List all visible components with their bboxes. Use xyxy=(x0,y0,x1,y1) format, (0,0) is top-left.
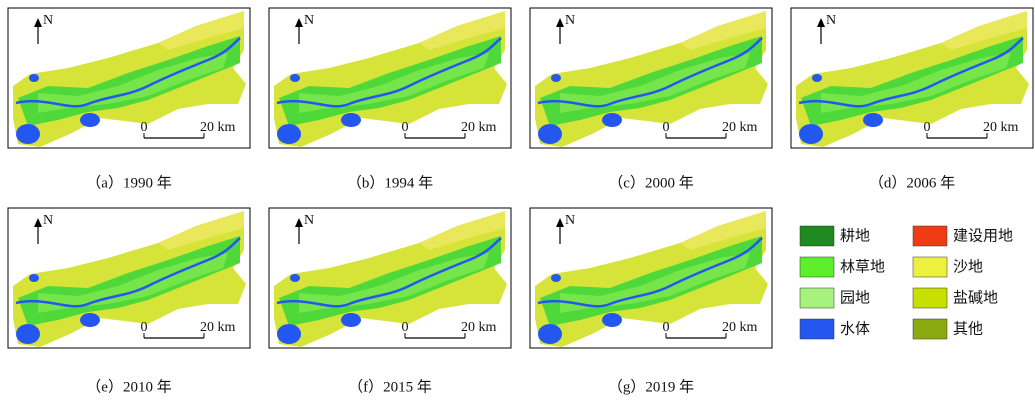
panel-caption: （e）2010 年 xyxy=(86,378,171,395)
map-panel: N 0 20 km xyxy=(269,8,511,148)
scale-end: 20 km xyxy=(200,320,236,335)
panel-caption: （c）2000 年 xyxy=(608,174,693,191)
map-panel: N 0 20 km xyxy=(8,8,250,148)
panel-caption: （f）2015 年 xyxy=(348,378,432,395)
map-panel: N 0 20 km xyxy=(8,208,250,348)
panel-caption: （a）1990 年 xyxy=(86,174,171,191)
map-panel: N 0 20 km xyxy=(791,8,1033,148)
panel-caption: （d）2006 年 xyxy=(869,174,955,191)
legend-swatch xyxy=(800,288,834,308)
scale-end: 20 km xyxy=(722,320,758,335)
legend-swatch xyxy=(913,288,947,308)
legend-label: 建设用地 xyxy=(953,227,1013,244)
legend-label: 园地 xyxy=(840,289,870,306)
legend-swatch xyxy=(913,226,947,246)
scale-start: 0 xyxy=(924,120,931,135)
figure: N 0 20 km （a）1990 年 N 0 20 km （b）1994 年 N 0 20 km （… xyxy=(0,0,1035,406)
scale-start: 0 xyxy=(402,320,409,335)
map-panel: N 0 20 km xyxy=(530,208,772,348)
legend-label: 林草地 xyxy=(840,258,885,275)
legend-swatch xyxy=(913,257,947,277)
scale-start: 0 xyxy=(663,320,670,335)
scale-end: 20 km xyxy=(200,120,236,135)
scale-start: 0 xyxy=(141,320,148,335)
legend-label: 水体 xyxy=(840,320,870,337)
legend-swatch xyxy=(800,257,834,277)
north-label: N xyxy=(826,13,836,28)
north-label: N xyxy=(565,213,575,228)
scale-start: 0 xyxy=(402,120,409,135)
north-label: N xyxy=(565,13,575,28)
north-label: N xyxy=(304,13,314,28)
legend-label: 沙地 xyxy=(953,258,983,275)
scale-end: 20 km xyxy=(461,120,497,135)
map-panel: N 0 20 km xyxy=(530,8,772,148)
north-label: N xyxy=(43,13,53,28)
north-label: N xyxy=(304,213,314,228)
map-panel: N 0 20 km xyxy=(269,208,511,348)
scale-end: 20 km xyxy=(983,120,1019,135)
legend-swatch xyxy=(913,319,947,339)
legend-label: 耕地 xyxy=(840,226,870,244)
panel-caption: （g）2019 年 xyxy=(608,378,694,395)
panel-caption: （b）1994 年 xyxy=(347,174,433,191)
north-label: N xyxy=(43,213,53,228)
legend-label: 其他 xyxy=(953,320,983,337)
scale-end: 20 km xyxy=(461,320,497,335)
legend-label: 盐碱地 xyxy=(953,289,998,306)
scale-start: 0 xyxy=(141,120,148,135)
scale-start: 0 xyxy=(663,120,670,135)
legend-swatch xyxy=(800,226,834,246)
legend-swatch xyxy=(800,319,834,339)
scale-end: 20 km xyxy=(722,120,758,135)
